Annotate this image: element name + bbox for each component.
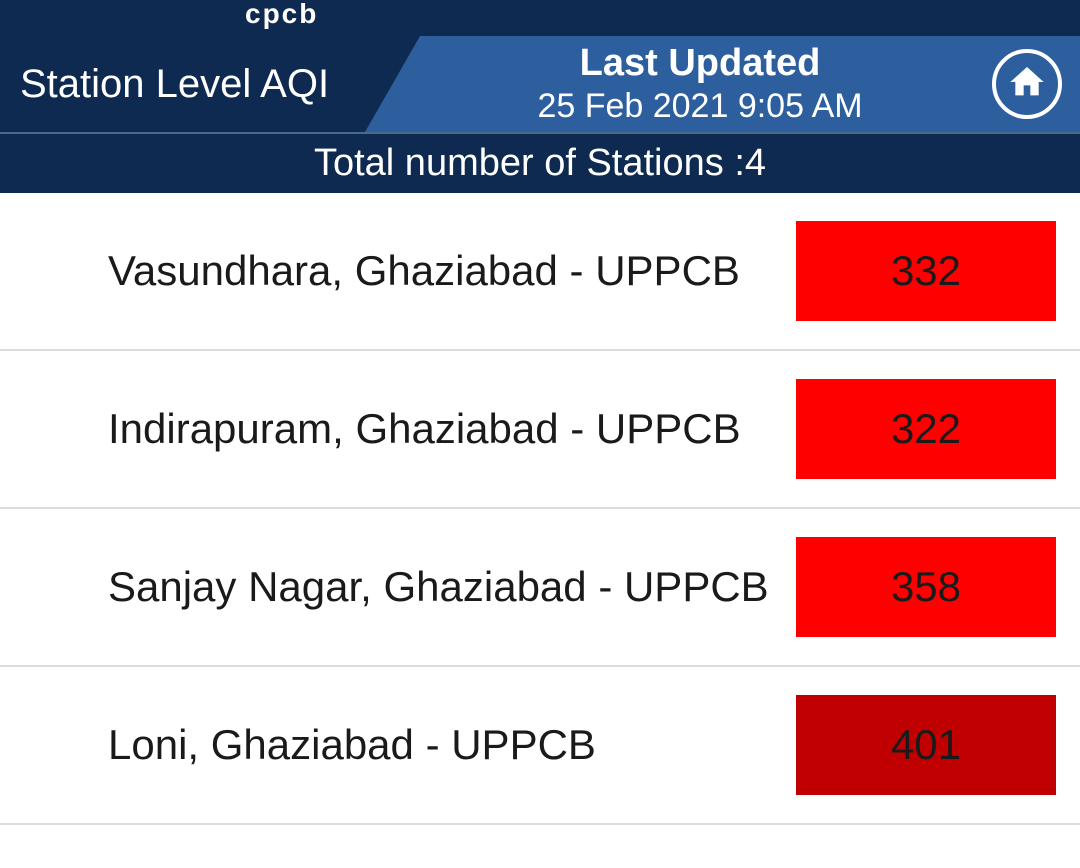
station-name: Sanjay Nagar, Ghaziabad - UPPCB	[108, 562, 796, 612]
header-center: Last Updated 25 Feb 2021 9:05 AM	[420, 36, 1080, 132]
header: Station Level AQI Last Updated 25 Feb 20…	[0, 36, 1080, 132]
station-name: Indirapuram, Ghaziabad - UPPCB	[108, 404, 796, 454]
header-left: Station Level AQI	[0, 36, 420, 132]
station-count: Total number of Stations :4	[0, 142, 1080, 185]
last-updated-label: Last Updated	[580, 42, 821, 85]
station-name: Vasundhara, Ghaziabad - UPPCB	[108, 246, 796, 296]
aqi-badge: 401	[796, 695, 1056, 795]
station-row[interactable]: Vasundhara, Ghaziabad - UPPCB332	[0, 193, 1080, 351]
logo-text: cpcb	[245, 0, 318, 30]
home-icon	[1007, 62, 1047, 107]
station-list: Vasundhara, Ghaziabad - UPPCB332Indirapu…	[0, 193, 1080, 825]
station-name: Loni, Ghaziabad - UPPCB	[108, 720, 796, 770]
last-updated-time: 25 Feb 2021 9:05 AM	[537, 87, 862, 126]
aqi-badge: 358	[796, 537, 1056, 637]
station-row[interactable]: Sanjay Nagar, Ghaziabad - UPPCB358	[0, 509, 1080, 667]
top-bar: cpcb	[0, 0, 1080, 36]
station-row[interactable]: Loni, Ghaziabad - UPPCB401	[0, 667, 1080, 825]
home-button[interactable]	[992, 49, 1062, 119]
aqi-badge: 322	[796, 379, 1056, 479]
page-title: Station Level AQI	[20, 62, 329, 107]
subheader: Total number of Stations :4	[0, 132, 1080, 193]
station-row[interactable]: Indirapuram, Ghaziabad - UPPCB322	[0, 351, 1080, 509]
aqi-badge: 332	[796, 221, 1056, 321]
